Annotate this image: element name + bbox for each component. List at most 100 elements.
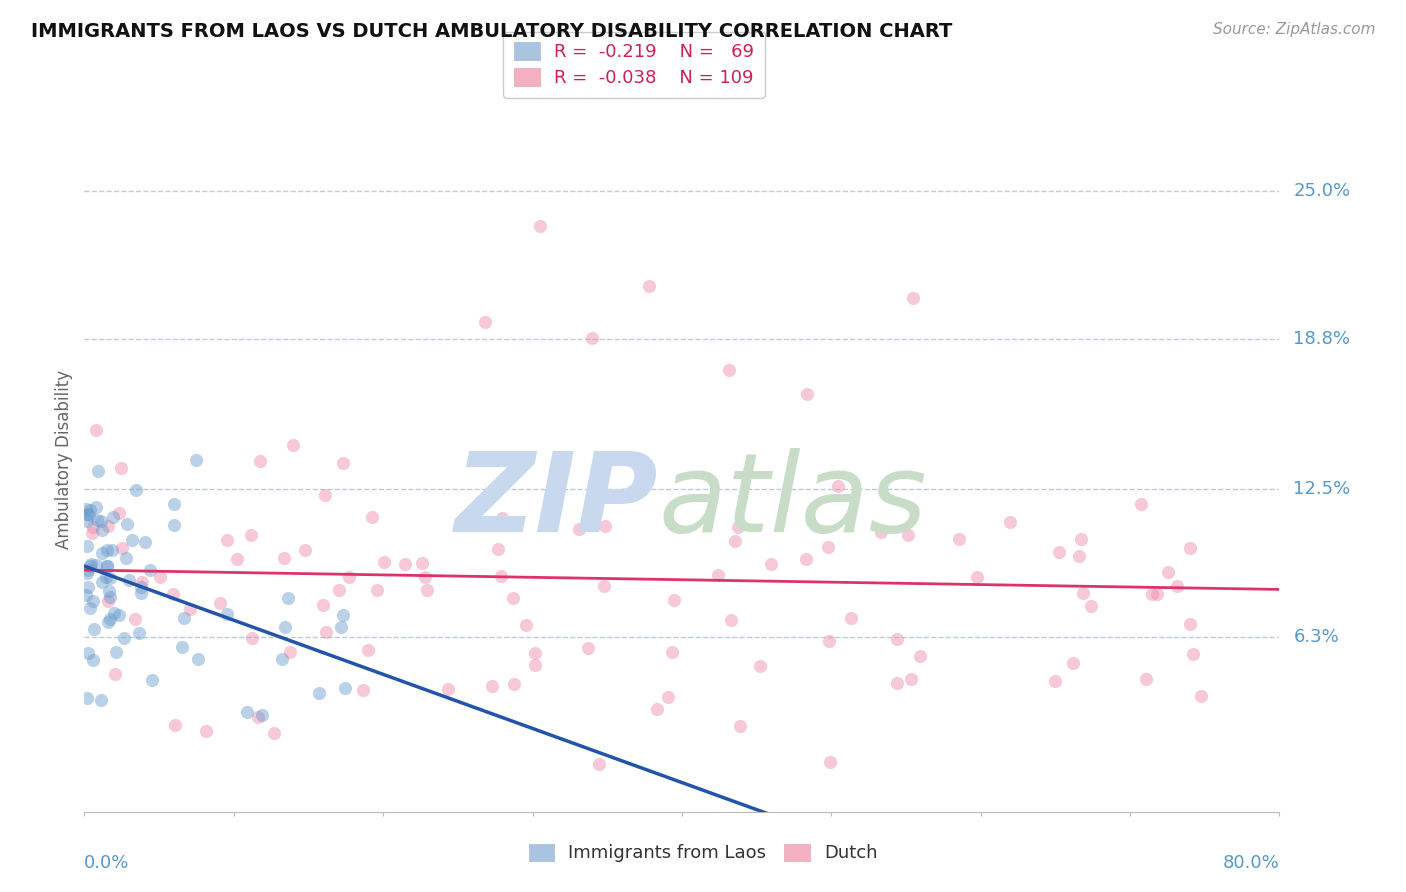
Point (337, 569, 360, 583)
Point (827, 479, 849, 493)
Point (759, 557, 782, 571)
Point (118, 574, 141, 588)
Point (503, 677, 526, 691)
Point (91, 523, 114, 537)
Point (80, 557, 103, 571)
Point (77, 508, 100, 523)
Point (1166, 579, 1188, 593)
Point (131, 574, 153, 589)
Text: 18.8%: 18.8% (1294, 330, 1350, 348)
Point (77, 563, 100, 577)
Point (730, 719, 752, 733)
Point (416, 582, 439, 597)
Point (897, 528, 920, 542)
Point (724, 534, 747, 549)
Text: ZIP: ZIP (454, 448, 658, 555)
Point (125, 483, 148, 497)
Point (817, 540, 839, 554)
Point (235, 705, 257, 719)
Point (413, 570, 436, 584)
Point (411, 556, 433, 570)
Point (1142, 586, 1164, 600)
Point (592, 579, 614, 593)
Point (163, 717, 186, 731)
Point (886, 676, 908, 690)
Point (1062, 657, 1084, 671)
Point (94, 570, 117, 584)
Text: IMMIGRANTS FROM LAOS VS DUTCH AMBULATORY DISABILITY CORRELATION CHART: IMMIGRANTS FROM LAOS VS DUTCH AMBULATORY… (31, 22, 952, 41)
Point (87, 464, 110, 478)
Point (1157, 565, 1180, 579)
Point (250, 708, 273, 723)
Point (638, 279, 661, 293)
Point (114, 550, 136, 565)
Point (886, 632, 908, 647)
Point (718, 363, 741, 377)
Point (361, 509, 384, 524)
Point (357, 643, 380, 657)
Text: Source: ZipAtlas.com: Source: ZipAtlas.com (1212, 22, 1375, 37)
Point (352, 682, 374, 697)
Point (163, 517, 186, 532)
Point (727, 519, 749, 533)
Point (240, 631, 263, 645)
Point (332, 456, 354, 470)
Point (111, 541, 134, 556)
Point (82, 520, 104, 534)
Point (1181, 647, 1204, 661)
Point (90, 575, 112, 590)
Point (491, 511, 513, 525)
Point (966, 570, 988, 584)
Point (103, 510, 125, 524)
Point (645, 702, 668, 716)
Point (661, 645, 683, 659)
Point (948, 533, 970, 547)
Point (217, 533, 239, 548)
Point (101, 542, 124, 557)
Text: 80.0%: 80.0% (1223, 854, 1279, 872)
Point (97, 519, 120, 533)
Point (90, 692, 112, 706)
Point (1080, 599, 1102, 613)
Point (748, 658, 770, 673)
Point (277, 591, 299, 606)
Point (124, 612, 146, 626)
Point (79, 601, 101, 615)
Point (1178, 616, 1201, 631)
Point (796, 386, 818, 401)
Point (278, 645, 301, 659)
Point (720, 614, 742, 628)
Text: 12.5%: 12.5% (1294, 480, 1351, 499)
Point (98, 571, 121, 585)
Point (86, 500, 108, 514)
Point (128, 626, 150, 640)
Point (1135, 672, 1157, 686)
Point (76, 690, 98, 705)
Point (474, 315, 496, 329)
Point (84, 423, 107, 437)
Point (96, 558, 118, 573)
Point (163, 497, 186, 511)
Point (274, 620, 297, 634)
Point (502, 591, 524, 606)
Point (315, 624, 337, 639)
Point (581, 331, 603, 345)
Point (82, 594, 104, 608)
Text: 25.0%: 25.0% (1294, 182, 1351, 200)
Point (437, 681, 460, 696)
Point (901, 291, 924, 305)
Point (108, 506, 131, 520)
Point (84, 558, 107, 573)
Point (76, 514, 98, 528)
Point (249, 454, 271, 468)
Point (187, 652, 209, 666)
Point (523, 657, 546, 672)
Point (332, 607, 354, 622)
Point (706, 567, 728, 582)
Point (1070, 533, 1092, 547)
Point (491, 569, 513, 583)
Point (568, 522, 591, 536)
Point (96, 543, 118, 558)
Point (98, 612, 121, 626)
Point (817, 633, 839, 648)
